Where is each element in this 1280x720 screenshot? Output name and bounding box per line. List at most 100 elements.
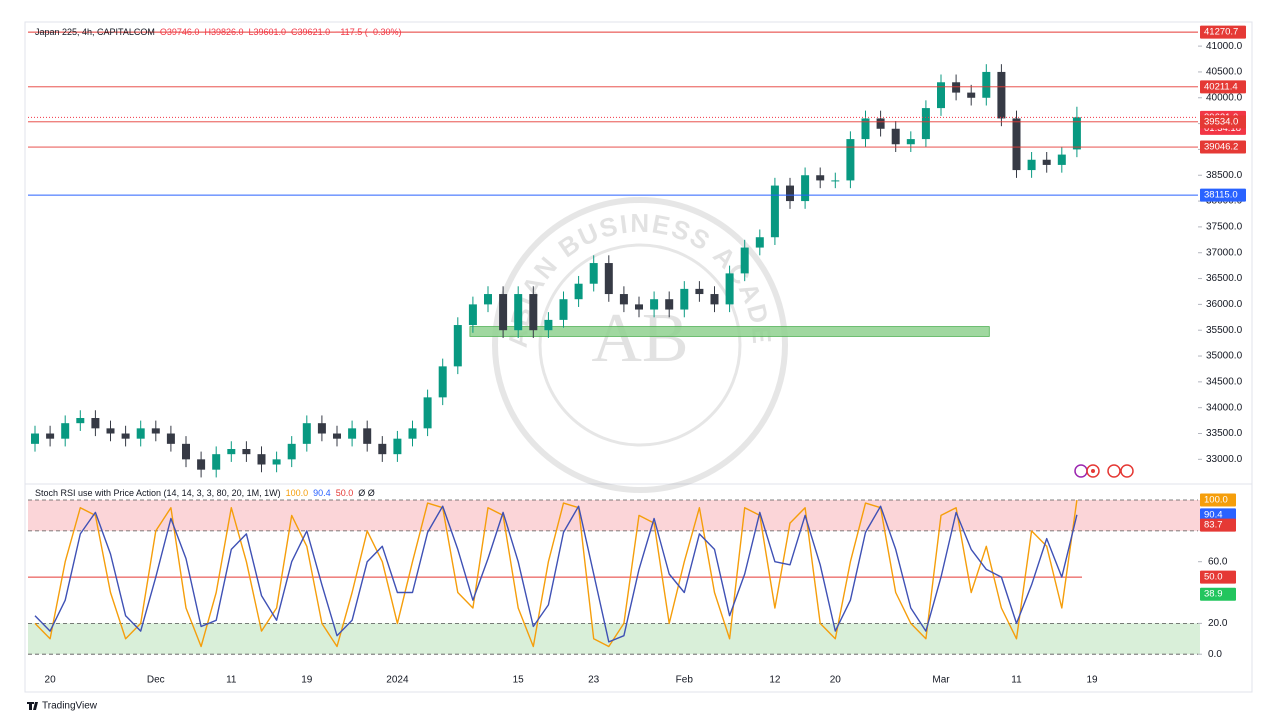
zone (469, 326, 990, 337)
candle-body (393, 438, 402, 455)
candle-body (106, 428, 115, 434)
y-tick-label: 36500.0 (1206, 273, 1243, 284)
candle-body (182, 443, 190, 460)
x-tick-label: Dec (147, 675, 165, 686)
candle-body (801, 175, 810, 202)
price-badge (1200, 80, 1246, 94)
tv-logo: TradingView (27, 701, 98, 712)
watermark-ring (492, 197, 788, 493)
candle-body (484, 294, 492, 305)
candle-body (574, 283, 583, 300)
y-tick-label: 60.0 (1208, 556, 1228, 567)
value-badge-label: 50.0 (1204, 572, 1223, 583)
icon[interactable] (1086, 464, 1100, 478)
candle-body (348, 428, 357, 439)
candle-body (468, 304, 477, 326)
y-tick-label: 20.0 (1208, 618, 1228, 629)
candle-body (317, 423, 326, 434)
indicator-header: Stoch RSI use with Price Action (14, 14,… (35, 488, 375, 498)
candle-body (151, 428, 160, 434)
candle-body (1012, 118, 1021, 171)
y-tick-label: 33000.0 (1206, 454, 1243, 465)
candle-body (846, 139, 855, 181)
candle-body (514, 294, 523, 331)
candle-body (650, 299, 659, 310)
indicator-title: Stoch RSI use with Price Action (14, 14,… (35, 488, 281, 498)
watermark-monogram: AB (591, 300, 688, 377)
price-badge-label: 38115.0 (1204, 190, 1238, 201)
ohlc-value: O39746.0 (160, 27, 200, 37)
value-badge-label: 100.0 (1204, 495, 1228, 506)
candle-body (1027, 159, 1036, 171)
icon[interactable] (1107, 464, 1121, 478)
indicator-value: 90.4 (313, 488, 331, 498)
candle-body (363, 428, 372, 444)
candle-body (755, 237, 764, 248)
value-badge (1200, 570, 1236, 584)
y-tick-label: 37000.0 (1206, 247, 1243, 258)
candle-body (227, 449, 236, 455)
candle-body (1057, 154, 1066, 165)
ohlc-value: C39621.0 (291, 27, 330, 37)
price-badge-label: 39046.2 (1204, 142, 1238, 153)
x-tick-label: 19 (1086, 675, 1098, 686)
stoch-line (34, 499, 1078, 648)
candle-body (136, 428, 145, 439)
price-badge (1200, 140, 1246, 154)
value-badge (1200, 493, 1236, 507)
value-badge-label: 83.7 (1204, 520, 1223, 531)
x-tick-label: 2024 (386, 675, 409, 686)
band (28, 500, 1200, 531)
ohlc-value: H39826.0 (204, 27, 243, 37)
candle-body (695, 288, 704, 295)
candle-body (997, 71, 1006, 119)
candle-body (212, 454, 221, 470)
symbol: Japan 225, 4h, CAPITALCOM (35, 27, 155, 37)
icon[interactable] (1091, 469, 1095, 473)
icon[interactable] (1120, 464, 1134, 478)
y-tick-label: 33500.0 (1206, 428, 1243, 439)
candle-body (861, 118, 870, 140)
candle-body (378, 443, 387, 455)
candle-body (982, 71, 991, 98)
branding: TradingView (42, 701, 98, 712)
ohlc-value: −117.5 (−0.30%) (335, 27, 401, 37)
y-tick-label: 35000.0 (1206, 351, 1243, 362)
candle-body (1042, 159, 1051, 165)
candle-body (529, 294, 538, 331)
indicator-value: 50.0 (336, 488, 354, 498)
candle-body (589, 263, 598, 284)
candle-body (876, 118, 885, 129)
x-tick-label: 11 (226, 675, 237, 686)
candle-body (921, 108, 930, 140)
candle-body (166, 433, 175, 444)
price-badge-label: 41270.7 (1204, 27, 1238, 38)
candle-body (952, 82, 961, 93)
candle-body (423, 397, 432, 429)
price-badge (1200, 25, 1246, 39)
y-tick-label: 40000.0 (1206, 92, 1243, 103)
toolbar-icons[interactable] (1074, 464, 1134, 478)
candle-body (31, 433, 39, 444)
candle-body (287, 443, 296, 460)
y-tick-label: 40500.0 (1206, 67, 1243, 78)
candle-body (544, 319, 553, 331)
candle-body (937, 82, 945, 109)
y-tick-label: 34000.0 (1206, 402, 1243, 413)
candle-body (710, 294, 719, 305)
candle-body (61, 423, 70, 439)
candle-body (453, 325, 462, 367)
countdown: 01:34:18 (1204, 123, 1241, 134)
candle-body (408, 428, 417, 439)
price-badge-label: 39534.0 (1204, 116, 1238, 127)
y-tick-label: 36000.0 (1206, 299, 1243, 310)
y-tick-label: 34500.0 (1206, 376, 1243, 387)
candle-body (559, 299, 568, 320)
x-tick-label: 23 (588, 675, 600, 686)
candle-body (786, 185, 794, 202)
candle-body (499, 294, 508, 331)
ohlc-value: L39601.0 (249, 27, 287, 37)
candle-body (272, 459, 281, 465)
candle-body (197, 459, 206, 470)
